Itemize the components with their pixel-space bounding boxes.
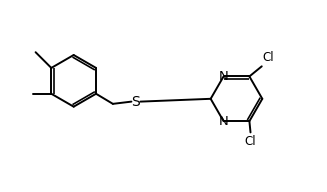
- Text: Cl: Cl: [245, 135, 256, 148]
- Text: N: N: [219, 70, 229, 83]
- Text: S: S: [131, 95, 140, 109]
- Text: Cl: Cl: [262, 51, 274, 64]
- Text: N: N: [219, 115, 229, 128]
